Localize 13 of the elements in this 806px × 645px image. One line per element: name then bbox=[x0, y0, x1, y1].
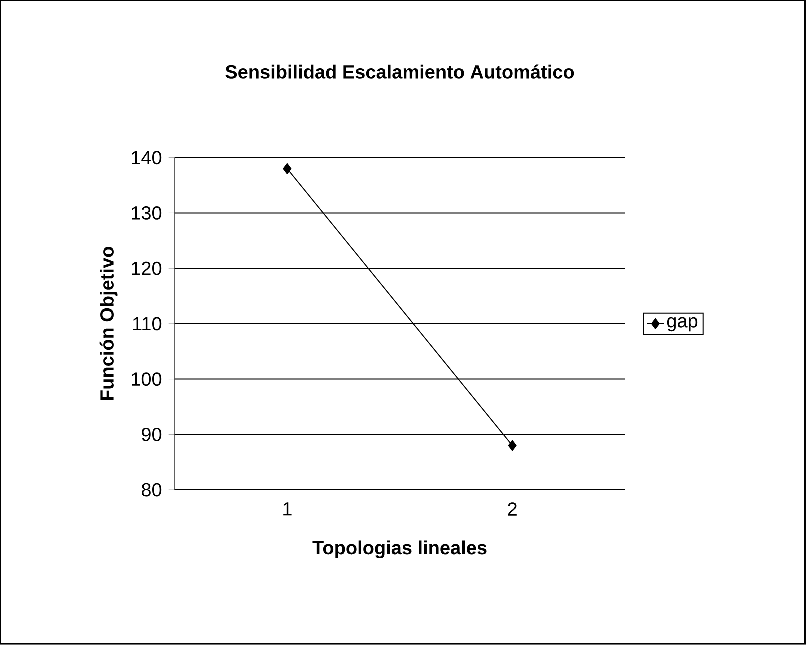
legend-label: gap bbox=[667, 317, 698, 332]
y-tick-label: 120 bbox=[132, 262, 162, 276]
x-axis-title: Topologias lineales bbox=[312, 540, 487, 559]
y-tick-label: 80 bbox=[142, 483, 162, 497]
y-tick-label: 100 bbox=[132, 372, 162, 386]
x-tick-label: 1 bbox=[284, 502, 292, 516]
y-tick-label: 130 bbox=[132, 206, 162, 220]
y-tick-label: 90 bbox=[142, 428, 162, 442]
y-axis-title: Función Objetivo bbox=[100, 247, 118, 400]
y-tick-label: 110 bbox=[133, 317, 162, 331]
x-tick-label: 2 bbox=[508, 502, 517, 516]
chart-title: Sensibilidad Escalamiento Automático bbox=[226, 64, 574, 79]
y-tick-label: 140 bbox=[132, 151, 162, 165]
